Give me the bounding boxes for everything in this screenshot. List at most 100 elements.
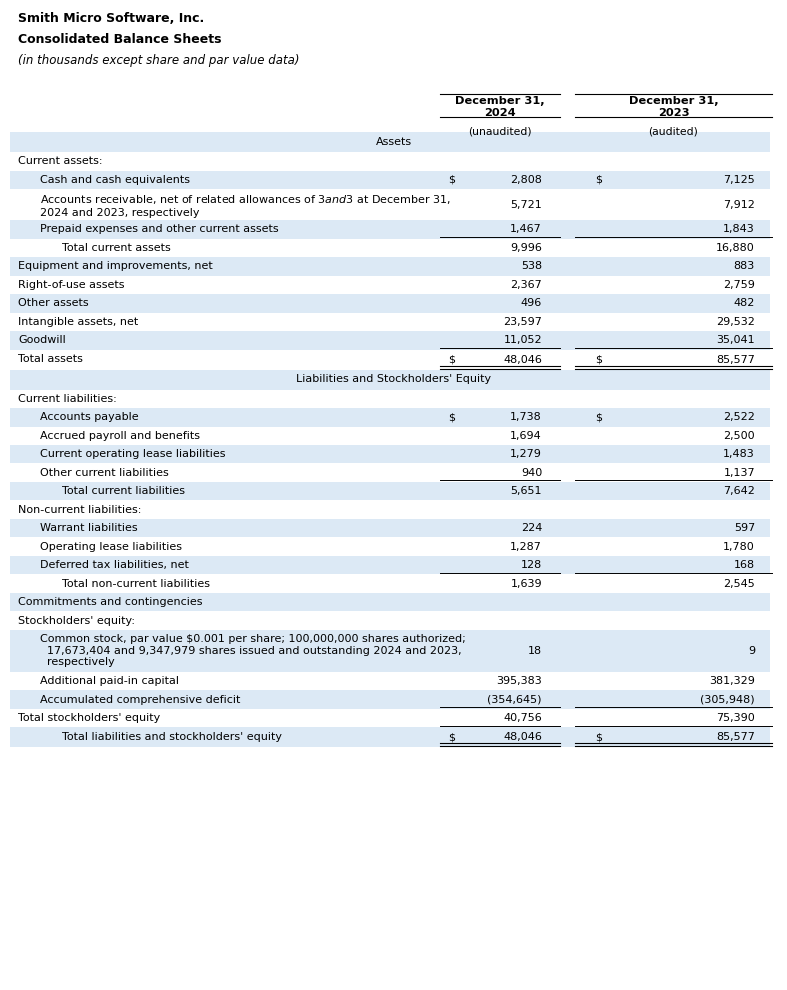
Text: Assets: Assets [376,137,412,147]
Text: Total non-current liabilities: Total non-current liabilities [62,579,210,589]
Text: 496: 496 [521,298,542,308]
Bar [10,408,770,427]
Text: Accounts payable: Accounts payable [40,412,139,423]
Text: 9: 9 [748,646,755,656]
Bar [10,331,770,349]
Text: 18: 18 [528,646,542,656]
Text: (in thousands except share and par value data): (in thousands except share and par value… [18,54,300,67]
Bar [10,313,770,331]
Bar [10,220,770,239]
Bar [10,630,770,672]
Text: $: $ [595,412,602,423]
Bar [10,239,770,257]
Text: 224: 224 [521,524,542,534]
Text: 2,545: 2,545 [723,579,755,589]
Bar [10,482,770,501]
Text: Commitments and contingencies: Commitments and contingencies [18,597,202,607]
Text: Warrant liabilities: Warrant liabilities [40,524,138,534]
Text: Prepaid expenses and other current assets: Prepaid expenses and other current asset… [40,225,279,235]
Text: (audited): (audited) [648,126,698,136]
Text: 1,287: 1,287 [510,542,542,551]
Bar [10,519,770,538]
Text: 395,383: 395,383 [497,676,542,686]
Text: (unaudited): (unaudited) [468,126,532,136]
Text: 29,532: 29,532 [716,317,755,327]
Text: Operating lease liabilities: Operating lease liabilities [40,542,182,551]
Text: $: $ [448,175,455,185]
Text: 940: 940 [521,467,542,478]
Text: Current assets:: Current assets: [18,156,102,166]
Text: 40,756: 40,756 [503,713,542,724]
Text: 7,642: 7,642 [723,486,755,496]
Text: 5,721: 5,721 [510,200,542,210]
Bar [10,445,770,463]
Text: $: $ [595,175,602,185]
Text: 1,843: 1,843 [723,225,755,235]
Text: 1,483: 1,483 [723,449,755,459]
Text: 381,329: 381,329 [709,676,755,686]
Text: $: $ [595,354,602,364]
Bar [10,294,770,313]
Bar [10,369,770,389]
Bar [10,132,770,152]
Text: Accrued payroll and benefits: Accrued payroll and benefits [40,431,200,441]
Text: 1,467: 1,467 [510,225,542,235]
Text: Goodwill: Goodwill [18,336,66,346]
Text: 35,041: 35,041 [716,336,755,346]
Text: 1,279: 1,279 [510,449,542,459]
Text: Stockholders' equity:: Stockholders' equity: [18,616,135,626]
Bar [10,189,770,220]
Text: (354,645): (354,645) [487,695,542,705]
Text: Total stockholders' equity: Total stockholders' equity [18,713,161,724]
Text: Cash and cash equivalents: Cash and cash equivalents [40,175,190,185]
Text: Current liabilities:: Current liabilities: [18,394,116,404]
Text: Total assets: Total assets [18,354,83,364]
Text: 2,367: 2,367 [510,280,542,290]
Bar [10,170,770,189]
Text: Additional paid-in capital: Additional paid-in capital [40,676,179,686]
Text: 7,912: 7,912 [723,200,755,210]
Bar [10,257,770,275]
Bar [10,538,770,556]
Text: 1,780: 1,780 [723,542,755,551]
Text: 1,738: 1,738 [510,412,542,423]
Text: 23,597: 23,597 [503,317,542,327]
Text: 75,390: 75,390 [716,713,755,724]
Text: Current operating lease liabilities: Current operating lease liabilities [40,449,226,459]
Text: Total current assets: Total current assets [62,243,171,252]
Text: 2,808: 2,808 [510,175,542,185]
Text: Accumulated comprehensive deficit: Accumulated comprehensive deficit [40,695,240,705]
Text: 5,651: 5,651 [511,486,542,496]
Text: 85,577: 85,577 [716,733,755,742]
Text: 1,694: 1,694 [510,431,542,441]
Text: $: $ [448,412,455,423]
Text: 168: 168 [733,560,755,570]
Bar [10,556,770,574]
Text: Intangible assets, net: Intangible assets, net [18,317,139,327]
Bar [10,690,770,709]
Bar [10,593,770,612]
Text: 1,137: 1,137 [723,467,755,478]
Text: 9,996: 9,996 [510,243,542,252]
Text: December 31,
2024: December 31, 2024 [455,96,545,118]
Text: $: $ [448,733,455,742]
Text: 16,880: 16,880 [716,243,755,252]
Text: (305,948): (305,948) [700,695,755,705]
Text: Other assets: Other assets [18,298,89,308]
Text: Liabilities and Stockholders' Equity: Liabilities and Stockholders' Equity [297,374,492,384]
Bar [10,427,770,445]
Text: 48,046: 48,046 [503,354,542,364]
Text: Equipment and improvements, net: Equipment and improvements, net [18,261,212,271]
Text: 11,052: 11,052 [504,336,542,346]
Text: Consolidated Balance Sheets: Consolidated Balance Sheets [18,33,221,46]
Text: Total current liabilities: Total current liabilities [62,486,185,496]
Bar [10,349,770,369]
Bar [10,574,770,593]
Text: 85,577: 85,577 [716,354,755,364]
Text: Right-of-use assets: Right-of-use assets [18,280,124,290]
Text: Other current liabilities: Other current liabilities [40,467,168,478]
Text: 482: 482 [733,298,755,308]
Bar [10,152,770,170]
Bar [10,275,770,294]
Text: Accounts receivable, net of related allowances of $3 and $3 at December 31,
2024: Accounts receivable, net of related allo… [40,193,451,218]
